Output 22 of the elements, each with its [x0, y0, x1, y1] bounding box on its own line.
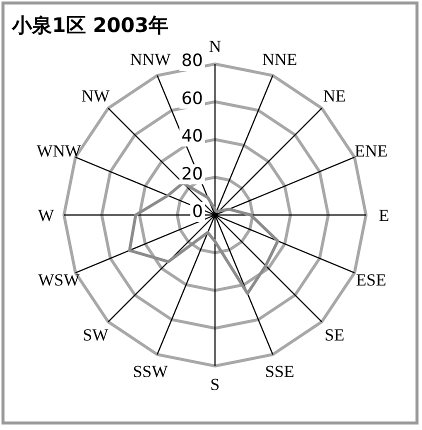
y-tick-label: 0: [192, 202, 203, 222]
spoke-label: ENE: [354, 141, 388, 160]
spoke-label: NNW: [130, 50, 172, 69]
spoke-label: SSE: [265, 362, 294, 382]
spoke-label: WSW: [38, 270, 81, 290]
spoke-label: W: [38, 206, 55, 225]
spoke-label: SE: [324, 326, 344, 344]
spoke-label: WNW: [36, 141, 82, 160]
spoke-label: NW: [81, 86, 111, 106]
y-tick-label: 60: [181, 88, 203, 109]
chart-title: 小泉1区 2003年: [11, 13, 169, 37]
y-tick-label: 80: [181, 51, 203, 71]
spoke-label: NNE: [262, 50, 298, 69]
spoke-label: S: [210, 375, 220, 394]
spoke-label: ESE: [356, 270, 386, 290]
spoke-label: SW: [82, 326, 110, 344]
spoke-label: NE: [323, 86, 346, 106]
spoke-label: SSW: [132, 362, 169, 382]
spoke-label: E: [378, 206, 390, 225]
y-tick-label: 40: [181, 126, 203, 146]
y-tick-label: 20: [181, 164, 203, 184]
spoke-label: N: [208, 37, 222, 56]
